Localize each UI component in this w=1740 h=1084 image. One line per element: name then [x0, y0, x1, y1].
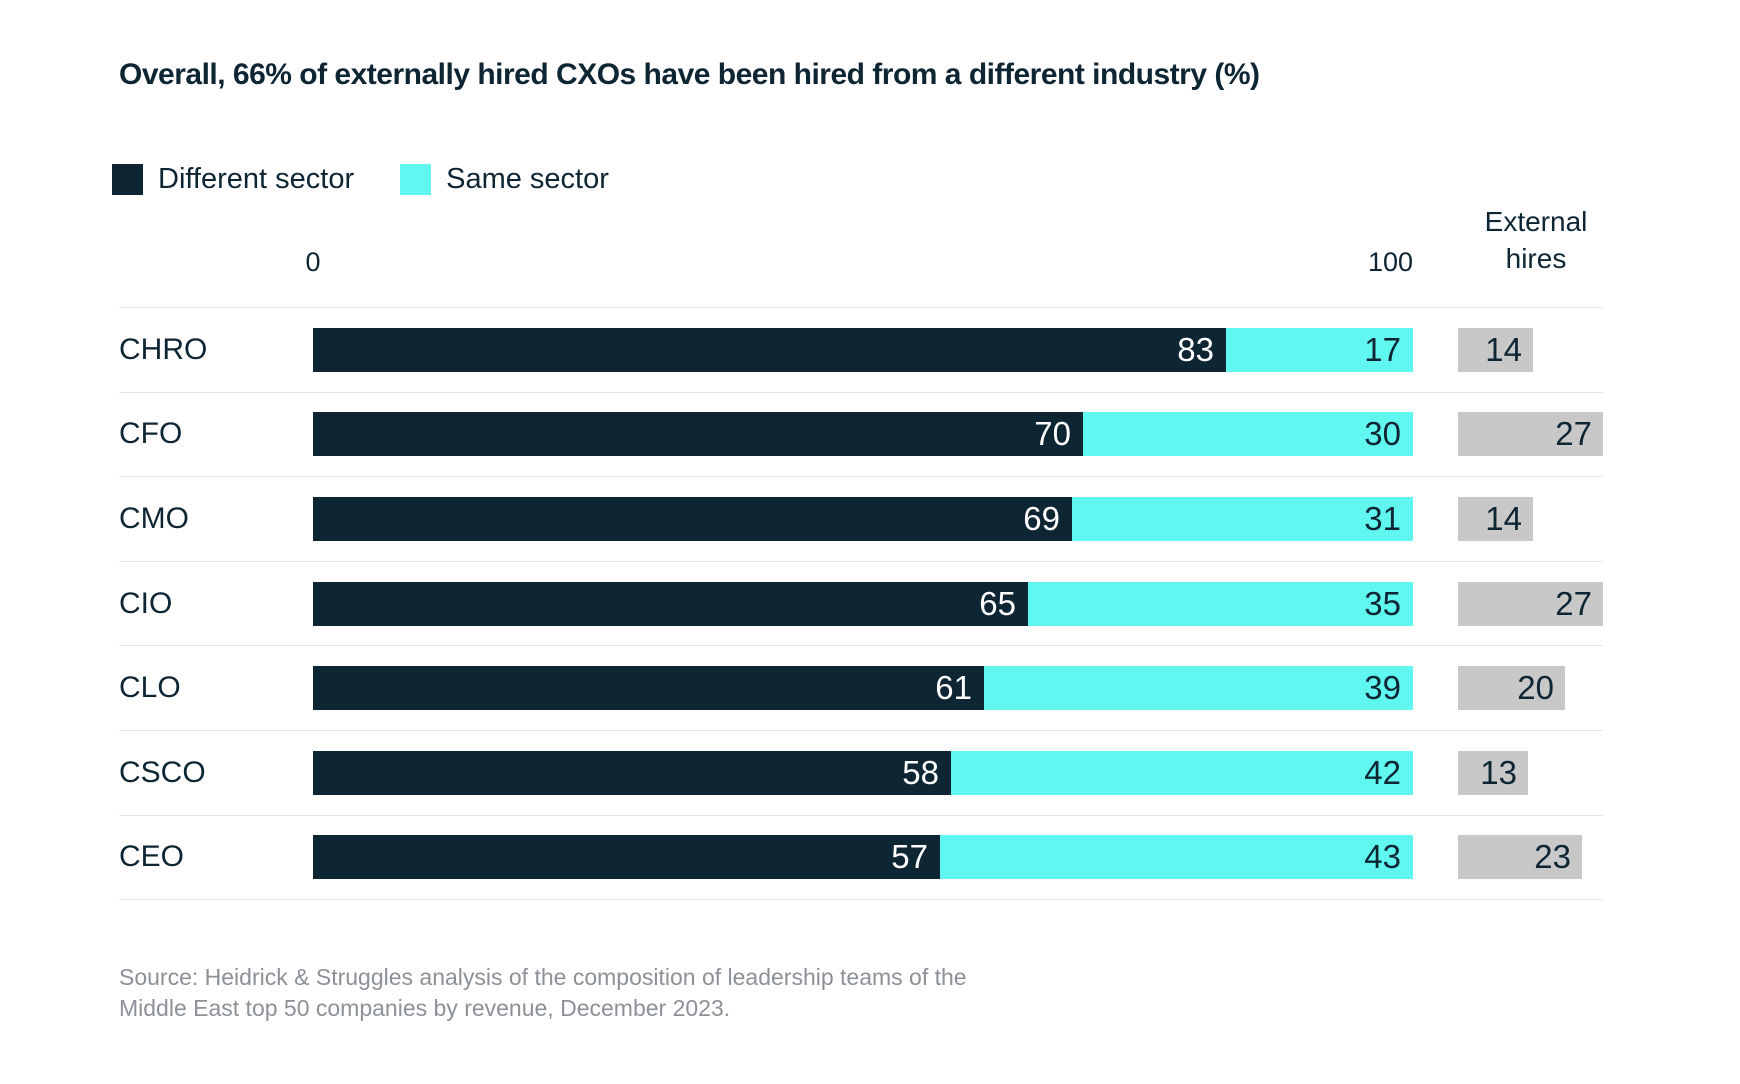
external-hires-box: 27 [1458, 412, 1603, 457]
bar-segment-different-sector: 70 [313, 412, 1083, 457]
row-label: CIO [119, 586, 173, 620]
bar-track: 70 30 [313, 412, 1413, 457]
bar-segment-same-sector: 35 [1028, 581, 1413, 626]
bar-segment-different-sector: 58 [313, 750, 951, 795]
bar-segment-same-sector: 31 [1072, 496, 1413, 541]
external-hires-box: 14 [1458, 496, 1533, 541]
bar-segment-different-sector: 69 [313, 496, 1072, 541]
chart-title: Overall, 66% of externally hired CXOs ha… [119, 58, 1260, 91]
chart-row-clo: CLO 61 39 20 [119, 645, 1603, 730]
chart-row-cfo: CFO 70 30 27 [119, 391, 1603, 477]
bar-value-different-sector: 83 [1177, 330, 1214, 368]
legend-item-same-sector: Same sector [400, 163, 609, 196]
bar-segment-same-sector: 43 [940, 835, 1413, 880]
chart-row-ceo: CEO 57 43 23 [119, 814, 1603, 900]
source-note-line1: Source: Heidrick & Struggles analysis of… [119, 964, 967, 990]
bar-segment-different-sector: 61 [313, 666, 984, 711]
bar-segment-different-sector: 65 [313, 581, 1028, 626]
external-hires-box: 27 [1458, 581, 1603, 626]
bar-value-different-sector: 65 [979, 584, 1016, 622]
bar-value-same-sector: 17 [1364, 330, 1401, 368]
bar-value-same-sector: 31 [1364, 499, 1401, 537]
axis-tick-max: 100 [1367, 247, 1413, 277]
bar-value-different-sector: 58 [902, 753, 939, 791]
source-note-line2: Middle East top 50 companies by revenue,… [119, 995, 731, 1021]
external-hires-box: 23 [1458, 835, 1582, 880]
bar-track: 58 42 [313, 750, 1413, 795]
bar-track: 69 31 [313, 496, 1413, 541]
bar-value-different-sector: 61 [935, 669, 972, 707]
row-label: CFO [119, 417, 183, 451]
chart-row-cmo: CMO 69 31 14 [119, 476, 1603, 561]
external-hires-header: External hires [1450, 203, 1622, 277]
bar-value-same-sector: 43 [1364, 838, 1401, 876]
row-label: CEO [119, 840, 185, 874]
bar-value-different-sector: 70 [1034, 415, 1071, 453]
bar-track: 65 35 [313, 581, 1413, 626]
chart-row-cio: CIO 65 35 27 [119, 560, 1603, 646]
legend-item-different-sector: Different sector [112, 163, 354, 196]
legend-label: Different sector [158, 163, 355, 195]
bar-value-same-sector: 35 [1364, 584, 1401, 622]
bar-segment-same-sector: 42 [951, 750, 1413, 795]
different-sector-swatch [112, 164, 143, 195]
bar-value-same-sector: 30 [1364, 415, 1401, 453]
external-hires-header-line1: External [1484, 206, 1588, 237]
row-label: CSCO [119, 755, 206, 789]
chart-row-csco: CSCO 58 42 13 [119, 729, 1603, 815]
row-label: CLO [119, 671, 181, 705]
legend: Different sector Same sector [112, 163, 609, 196]
bar-value-different-sector: 69 [1023, 499, 1060, 537]
external-hires-header-line2: hires [1505, 243, 1567, 274]
source-note: Source: Heidrick & Struggles analysis of… [119, 962, 967, 1024]
bar-track: 57 43 [313, 835, 1413, 880]
bar-value-different-sector: 57 [891, 838, 928, 876]
bar-segment-same-sector: 17 [1226, 327, 1413, 372]
row-label: CMO [119, 501, 189, 535]
external-hires-box: 13 [1458, 750, 1528, 795]
legend-label: Same sector [446, 163, 609, 195]
bar-segment-same-sector: 39 [984, 666, 1413, 711]
bar-rows: CHRO 83 17 14 CFO 70 30 27 CMO 69 31 14 CIO 65 35 27 CLO… [119, 307, 1603, 901]
external-hires-box: 14 [1458, 327, 1533, 372]
chart-row-chro: CHRO 83 17 14 [119, 307, 1603, 392]
bar-track: 61 39 [313, 666, 1413, 711]
axis-tick-min: 0 [305, 247, 321, 277]
bar-value-same-sector: 39 [1364, 669, 1401, 707]
external-hires-box: 20 [1458, 666, 1565, 711]
bar-track: 83 17 [313, 327, 1413, 372]
same-sector-swatch [400, 164, 432, 195]
bar-segment-different-sector: 83 [313, 327, 1226, 372]
row-label: CHRO [119, 332, 208, 366]
bar-segment-same-sector: 30 [1083, 412, 1413, 457]
bar-value-same-sector: 42 [1364, 753, 1401, 791]
bar-segment-different-sector: 57 [313, 835, 940, 880]
